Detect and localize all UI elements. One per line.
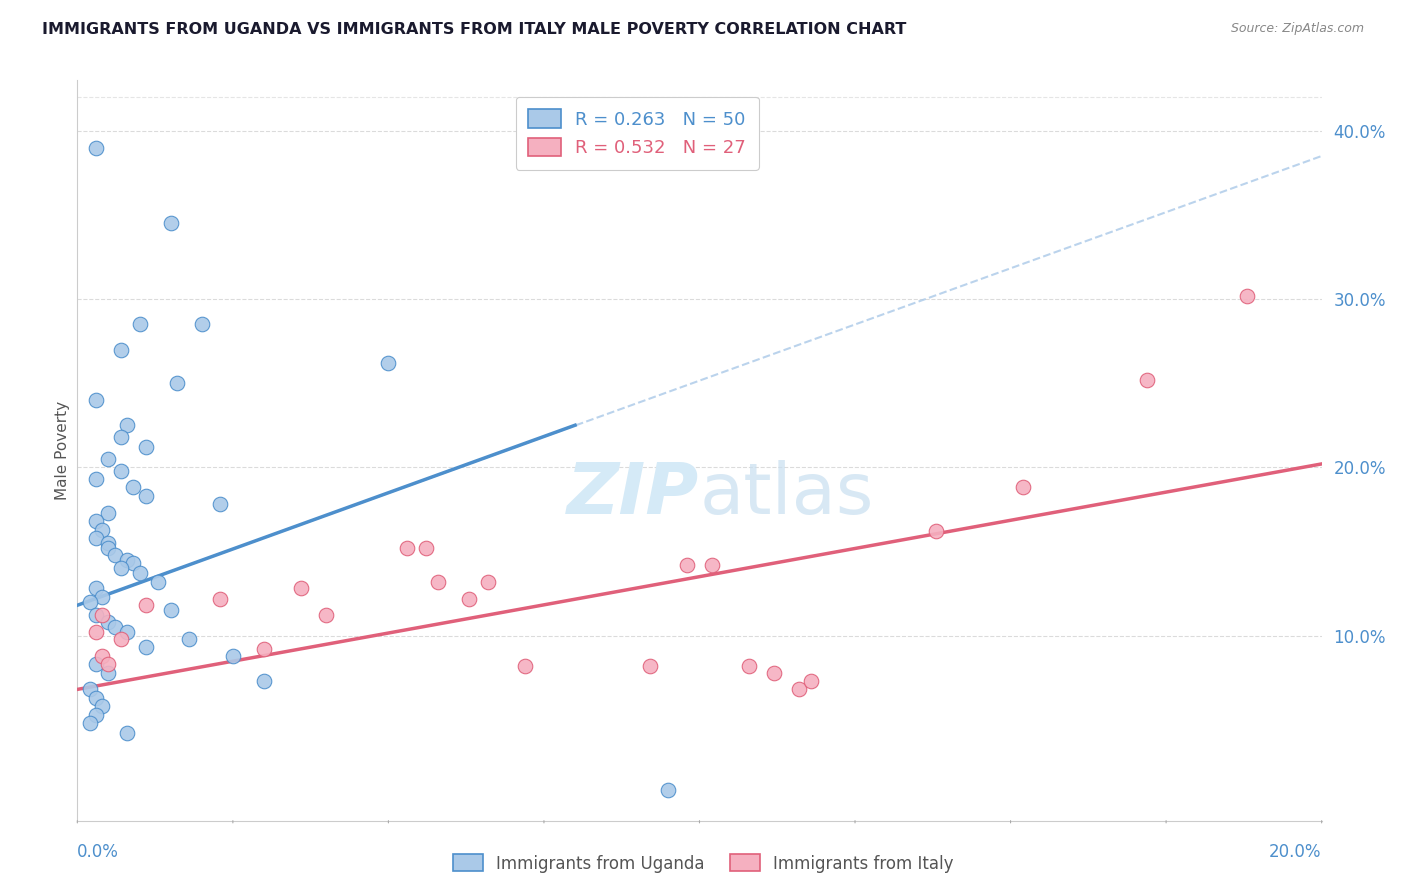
Legend: Immigrants from Uganda, Immigrants from Italy: Immigrants from Uganda, Immigrants from … xyxy=(446,847,960,880)
Point xyxy=(315,608,337,623)
Point xyxy=(191,318,214,332)
Point xyxy=(209,497,232,511)
Point xyxy=(159,216,181,230)
Point xyxy=(115,625,138,640)
Point xyxy=(179,632,201,646)
Point xyxy=(396,541,419,555)
Point xyxy=(110,464,132,478)
Text: ZIP: ZIP xyxy=(567,460,700,529)
Point xyxy=(97,451,120,466)
Point xyxy=(1012,481,1035,495)
Point xyxy=(377,356,399,370)
Text: IMMIGRANTS FROM UGANDA VS IMMIGRANTS FROM ITALY MALE POVERTY CORRELATION CHART: IMMIGRANTS FROM UGANDA VS IMMIGRANTS FRO… xyxy=(42,22,907,37)
Point xyxy=(738,658,761,673)
Legend: R = 0.263   N = 50, R = 0.532   N = 27: R = 0.263 N = 50, R = 0.532 N = 27 xyxy=(516,96,759,169)
Point xyxy=(110,430,132,444)
Point xyxy=(110,561,132,575)
Point xyxy=(97,536,120,550)
Point xyxy=(515,658,537,673)
Point xyxy=(104,548,127,562)
Point xyxy=(91,590,114,604)
Point xyxy=(1136,373,1159,387)
Point xyxy=(84,472,107,486)
Point xyxy=(415,541,437,555)
Point xyxy=(209,591,232,606)
Point xyxy=(148,574,170,589)
Point xyxy=(290,582,312,596)
Point xyxy=(700,558,723,572)
Point xyxy=(477,574,499,589)
Point xyxy=(253,642,276,657)
Point xyxy=(97,541,120,555)
Point xyxy=(104,620,127,634)
Point xyxy=(115,553,138,567)
Point xyxy=(128,318,150,332)
Point xyxy=(97,506,120,520)
Point xyxy=(763,665,786,680)
Point xyxy=(122,556,145,570)
Point xyxy=(135,640,157,655)
Point xyxy=(128,566,150,581)
Text: Source: ZipAtlas.com: Source: ZipAtlas.com xyxy=(1230,22,1364,36)
Point xyxy=(115,726,138,740)
Point xyxy=(84,140,107,154)
Text: 0.0%: 0.0% xyxy=(77,843,120,861)
Point xyxy=(79,682,101,697)
Point xyxy=(122,481,145,495)
Point xyxy=(84,690,107,705)
Point xyxy=(91,523,114,537)
Point xyxy=(79,595,101,609)
Point xyxy=(800,673,823,688)
Point xyxy=(110,343,132,357)
Point xyxy=(84,514,107,528)
Point xyxy=(787,682,810,697)
Point xyxy=(222,648,245,663)
Point xyxy=(925,524,948,539)
Point xyxy=(115,418,138,433)
Y-axis label: Male Poverty: Male Poverty xyxy=(55,401,70,500)
Point xyxy=(97,665,120,680)
Point xyxy=(84,625,107,640)
Point xyxy=(458,591,481,606)
Point xyxy=(79,716,101,731)
Point xyxy=(84,657,107,672)
Point xyxy=(84,707,107,722)
Point xyxy=(166,376,188,391)
Point xyxy=(91,648,114,663)
Text: atlas: atlas xyxy=(700,460,875,529)
Point xyxy=(84,582,107,596)
Point xyxy=(91,608,114,623)
Point xyxy=(135,599,157,613)
Point xyxy=(159,603,181,617)
Point xyxy=(84,531,107,545)
Point xyxy=(84,608,107,623)
Text: 20.0%: 20.0% xyxy=(1270,843,1322,861)
Point xyxy=(253,673,276,688)
Point xyxy=(676,558,699,572)
Point xyxy=(91,699,114,714)
Point xyxy=(97,615,120,629)
Point xyxy=(97,657,120,672)
Point xyxy=(657,783,679,797)
Point xyxy=(427,574,450,589)
Point xyxy=(135,440,157,454)
Point xyxy=(135,489,157,503)
Point xyxy=(1236,288,1258,302)
Point xyxy=(638,658,661,673)
Point xyxy=(110,632,132,646)
Point xyxy=(84,392,107,407)
